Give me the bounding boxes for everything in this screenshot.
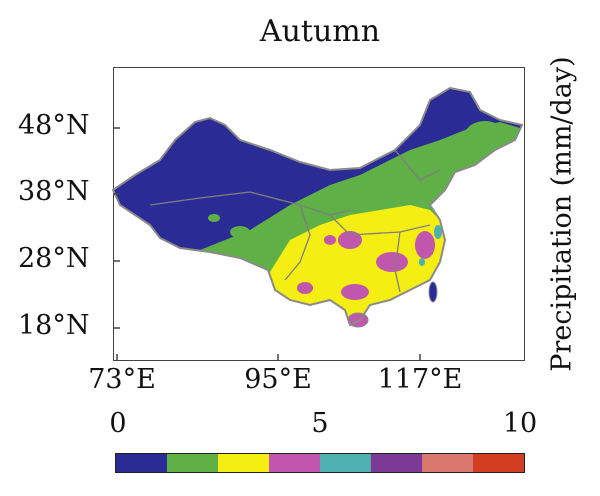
colorbar — [115, 453, 525, 473]
colorbar-swatch — [218, 454, 269, 472]
precip-patch-heavy — [297, 282, 313, 294]
region-border — [394, 231, 401, 293]
lon-label-117e: 117°E — [377, 364, 463, 395]
axis-ticks — [113, 127, 421, 361]
precip-patch-veryheavy — [434, 225, 442, 239]
colorbar-swatch — [116, 454, 167, 472]
precip-patch-light — [230, 226, 250, 238]
precip-patch-light — [208, 214, 220, 222]
lat-label-28n: 28°N — [18, 243, 90, 274]
country-border — [111, 86, 524, 327]
region-border — [394, 149, 441, 181]
map-title: Autumn — [259, 14, 381, 49]
colorbar-swatch — [167, 454, 218, 472]
colorbar-tick-0: 0 — [109, 408, 127, 439]
lat-label-48n: 48°N — [18, 110, 90, 141]
precip-patch-heavy — [415, 231, 435, 259]
lat-label-38n: 38°N — [18, 176, 90, 207]
taiwan-island — [428, 281, 438, 303]
colorbar-swatch — [320, 454, 371, 472]
lon-label-73e: 73°E — [88, 364, 156, 395]
precip-patch-veryheavy — [419, 258, 425, 266]
precip-patch-heavy — [338, 231, 362, 249]
precip-patch-heavy — [376, 252, 408, 272]
colorbar-swatch — [371, 454, 422, 472]
precip-patch-light — [465, 121, 505, 149]
region-border — [149, 191, 351, 216]
region-border — [284, 204, 311, 281]
lon-label-95e: 95°E — [244, 364, 312, 395]
colorbar-tick-10: 10 — [502, 408, 538, 439]
precip-patch-heavy — [341, 284, 369, 300]
colorbar-tick-5: 5 — [311, 408, 329, 439]
colorbar-swatch — [422, 454, 473, 472]
colorbar-label: Precipitation (mm/day) — [546, 56, 578, 372]
precip-patch-heavy — [324, 235, 336, 245]
lat-label-18n: 18°N — [18, 310, 90, 341]
colorbar-swatch — [269, 454, 320, 472]
region-border — [329, 214, 431, 236]
colorbar-swatch — [473, 454, 524, 472]
